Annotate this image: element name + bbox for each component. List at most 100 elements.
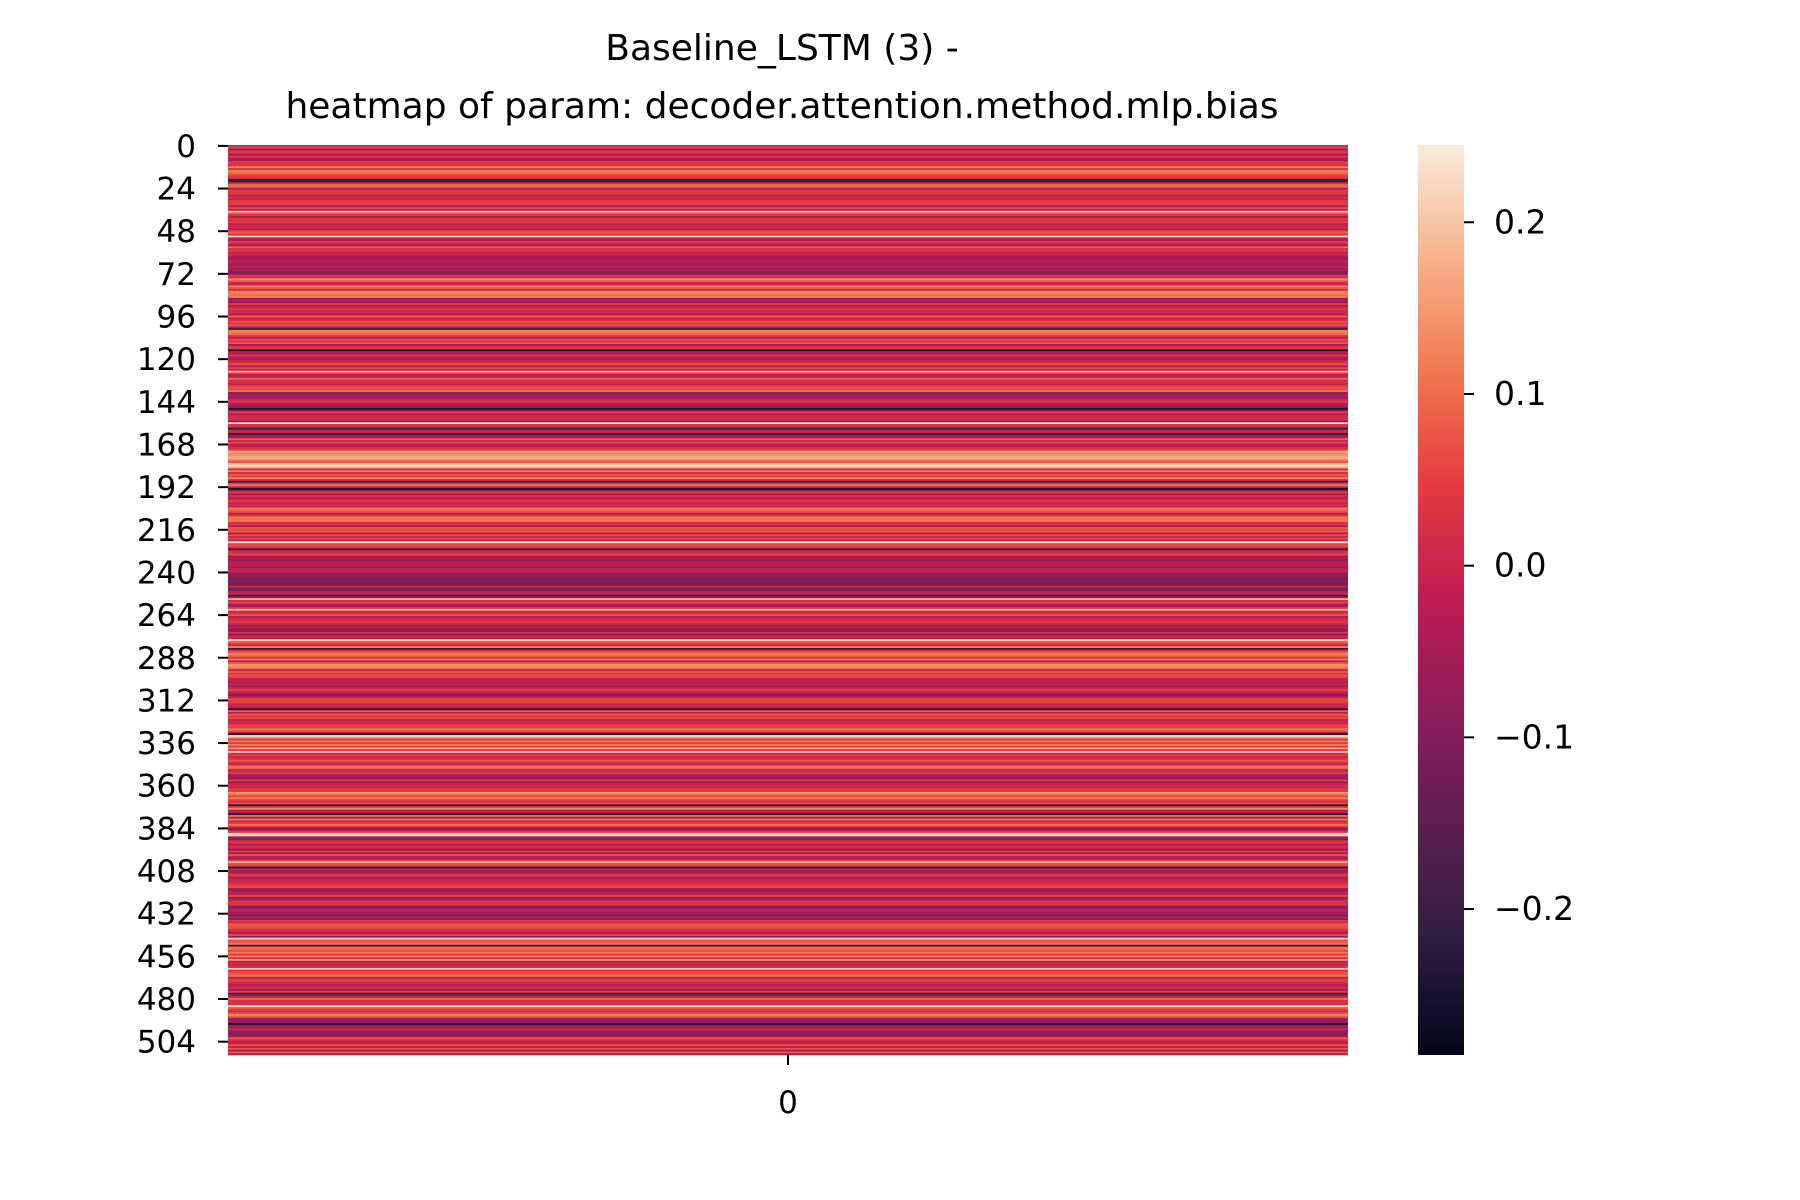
heatmap-cell <box>228 591 1348 594</box>
heatmap-cell <box>228 896 1348 899</box>
heatmap-cell <box>228 642 1348 645</box>
heatmap-cell <box>228 207 1348 210</box>
heatmap-cell <box>228 264 1348 267</box>
colorbar-tick-label: −0.1 <box>1494 717 1574 756</box>
heatmap-cell <box>228 145 1348 148</box>
heatmap-cell <box>228 541 1348 544</box>
heatmap-cell <box>228 635 1348 638</box>
heatmap-cell <box>228 681 1348 684</box>
heatmap-cell <box>228 660 1348 663</box>
heatmap-cell <box>228 624 1348 627</box>
heatmap-cell <box>228 484 1348 487</box>
heatmap-cell <box>228 557 1348 560</box>
heatmap-cell <box>228 779 1348 782</box>
heatmap-cell <box>228 315 1348 318</box>
heatmap-cell <box>228 367 1348 370</box>
heatmap-cell <box>228 313 1348 316</box>
heatmap-cell <box>228 720 1348 723</box>
heatmap-cell <box>228 176 1348 180</box>
y-tick-label: 240 <box>137 555 196 591</box>
heatmap-cell <box>228 775 1348 779</box>
heatmap-cell <box>228 544 1348 547</box>
heatmap-cell <box>228 210 1348 213</box>
heatmap-cell <box>228 383 1348 386</box>
heatmap-cell <box>228 960 1348 963</box>
heatmap-cell <box>228 505 1348 508</box>
y-tick-label: 360 <box>137 769 196 805</box>
heatmap-cell <box>228 253 1348 256</box>
heatmap-cell <box>228 411 1348 414</box>
heatmap-cell <box>228 903 1348 907</box>
heatmap-cell <box>228 912 1348 915</box>
heatmap-cell <box>228 662 1348 665</box>
heatmap-cell <box>228 628 1348 631</box>
heatmap-cell <box>228 1026 1348 1029</box>
heatmap-cell <box>228 754 1348 757</box>
heatmap-cell <box>228 871 1348 875</box>
heatmap-cell <box>228 864 1348 867</box>
colorbar <box>1418 145 1464 1055</box>
heatmap-cell <box>228 175 1348 178</box>
heatmap-cell <box>228 1003 1348 1006</box>
y-tick-label: 96 <box>157 300 196 336</box>
heatmap-cell <box>228 1031 1348 1034</box>
heatmap-cell <box>228 893 1348 896</box>
heatmap-cell <box>228 514 1348 517</box>
heatmap-cell <box>228 146 1348 149</box>
heatmap-cell <box>228 962 1348 965</box>
heatmap-cell <box>228 996 1348 999</box>
heatmap-cell <box>228 687 1348 690</box>
heatmap-cell <box>228 669 1348 672</box>
heatmap-cell <box>228 651 1348 654</box>
heatmap-cell <box>228 374 1348 377</box>
heatmap-cell <box>228 271 1348 274</box>
y-tick-label: 384 <box>137 811 196 847</box>
heatmap-cell <box>228 809 1348 812</box>
heatmap-cell <box>228 360 1348 363</box>
heatmap-cell <box>228 909 1348 912</box>
heatmap-cell <box>228 322 1348 325</box>
heatmap-cell <box>228 994 1348 997</box>
heatmap-cell <box>228 717 1348 720</box>
colorbar-tick-label: −0.2 <box>1494 889 1574 928</box>
heatmap-cell <box>228 759 1348 763</box>
heatmap-cell <box>228 546 1348 549</box>
heatmap-cell <box>228 472 1348 475</box>
heatmap-cell <box>228 148 1348 151</box>
heatmap-cell <box>228 674 1348 677</box>
heatmap-cell <box>228 201 1348 204</box>
heatmap-cell <box>228 226 1348 229</box>
heatmap-cell <box>228 393 1348 396</box>
heatmap-cell <box>228 521 1348 524</box>
heatmap-cell <box>228 1030 1348 1033</box>
heatmap-cell <box>228 1047 1348 1050</box>
heatmap-cell <box>228 184 1348 187</box>
heatmap-cell <box>228 726 1348 729</box>
heatmap-cell <box>228 299 1348 302</box>
heatmap-cell <box>228 1035 1348 1038</box>
heatmap-cell <box>228 502 1348 505</box>
heatmap-cell <box>228 619 1348 622</box>
heatmap-cell <box>228 733 1348 736</box>
heatmap-cell <box>228 1001 1348 1004</box>
heatmap-cell <box>228 237 1348 240</box>
heatmap-cell <box>228 429 1348 432</box>
heatmap-cell <box>228 312 1348 315</box>
heatmap-cell <box>228 562 1348 565</box>
heatmap-cell <box>228 242 1348 245</box>
y-tick-label: 216 <box>137 513 196 549</box>
heatmap-cell <box>228 925 1348 928</box>
heatmap-cell <box>228 777 1348 780</box>
heatmap-cell <box>228 486 1348 489</box>
heatmap-cell <box>228 944 1348 947</box>
heatmap-cell <box>228 918 1348 921</box>
heatmap-cell <box>228 736 1348 739</box>
heatmap-cell <box>228 194 1348 197</box>
heatmap-cell <box>228 447 1348 450</box>
heatmap-cell <box>228 989 1348 992</box>
heatmap-cell <box>228 329 1348 332</box>
heatmap-cell <box>228 937 1348 940</box>
heatmap-cell <box>228 731 1348 734</box>
heatmap-cell <box>228 539 1348 542</box>
heatmap-cell <box>228 631 1348 635</box>
